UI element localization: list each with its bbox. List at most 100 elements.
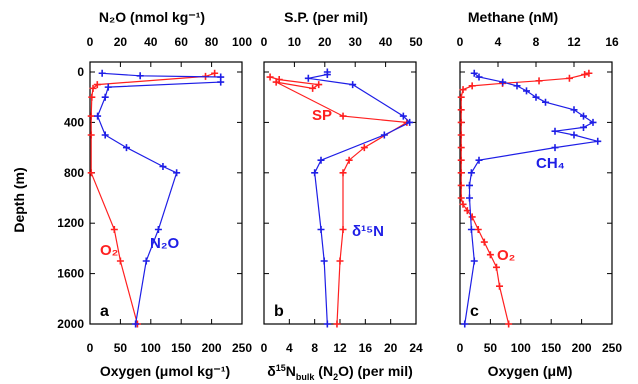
data-point — [468, 213, 476, 221]
data-point — [399, 112, 407, 120]
data-point — [304, 74, 312, 82]
data-point — [457, 106, 465, 114]
data-point — [311, 169, 319, 177]
bottom-tick-label: 0 — [457, 341, 464, 355]
panel-b: 0 10 20 30 40 50 0 4 8 12 16 20 24 b SP δ¹⁵N — [261, 35, 423, 355]
data-point — [339, 169, 347, 177]
top-tick-label: 0 — [87, 35, 94, 49]
data-point — [320, 257, 328, 265]
data-point — [499, 78, 507, 86]
bottom-tick-label: 16 — [359, 341, 373, 355]
data-point — [457, 156, 465, 164]
panel-c-top-title: Methane (nM) — [468, 9, 558, 25]
data-point — [463, 207, 471, 215]
data-point — [339, 226, 347, 233]
data-point — [457, 144, 465, 152]
y-tick-label: 2000 — [57, 317, 84, 331]
panel-a-frame — [89, 61, 243, 325]
bottom-tick-label: 12 — [333, 341, 347, 355]
panel-c: 0 4 8 12 16 0 50 100 150 200 250 c CH₄ O₂ — [457, 35, 623, 355]
data-point — [565, 74, 573, 82]
data-point — [470, 69, 478, 77]
bottom-tick-label: 50 — [114, 341, 128, 355]
data-point — [266, 73, 274, 81]
data-point — [315, 81, 323, 89]
data-point — [468, 82, 476, 90]
data-point — [466, 194, 473, 202]
y-axis-title: Depth (m) — [11, 167, 27, 232]
data-point — [594, 137, 602, 145]
top-tick-label: 80 — [205, 35, 219, 49]
data-point — [513, 82, 521, 90]
top-tick-label: 0 — [457, 35, 464, 49]
bottom-tick-label: 20 — [384, 341, 398, 355]
data-point — [585, 69, 593, 77]
data-point — [459, 86, 467, 94]
data-point — [104, 83, 112, 91]
series-line-c-0 — [460, 72, 590, 325]
top-tick-label: 8 — [533, 35, 540, 49]
top-tick-label: 100 — [232, 35, 252, 49]
data-point — [93, 81, 101, 89]
bottom-tick-label: 4 — [286, 341, 293, 355]
top-tick-label: 20 — [318, 35, 332, 49]
data-point — [505, 320, 513, 328]
data-point — [211, 69, 219, 77]
data-point — [101, 93, 109, 101]
data-point — [360, 144, 368, 152]
data-point — [406, 118, 414, 126]
panel-c-frame — [459, 61, 613, 325]
data-point — [532, 93, 540, 101]
top-tick-label: 16 — [605, 35, 619, 49]
data-point — [317, 226, 325, 233]
data-point — [87, 131, 95, 139]
panel-b-top-title: S.P. (per mil) — [284, 9, 368, 25]
data-point — [492, 263, 500, 271]
panel-letter: c — [470, 303, 479, 320]
top-tick-label: 50 — [409, 35, 423, 49]
annotation-d15n: δ¹⁵N — [352, 223, 384, 240]
y-tick-label: 1600 — [57, 267, 84, 281]
top-tick-label: 40 — [144, 35, 158, 49]
data-point — [87, 169, 95, 177]
top-tick-label: 10 — [288, 35, 302, 49]
y-tick-label: 800 — [64, 166, 84, 180]
data-point — [89, 84, 97, 92]
data-point — [542, 98, 549, 106]
bottom-tick-label: 250 — [602, 341, 622, 355]
bottom-tick-label: 200 — [572, 341, 592, 355]
data-point — [496, 282, 504, 290]
data-point — [132, 320, 140, 328]
panel-a-top-title: N₂O (nmol kg⁻¹) — [99, 9, 205, 25]
annotation-o2: O₂ — [497, 247, 515, 264]
data-point — [88, 93, 96, 101]
bottom-tick-label: 150 — [171, 341, 191, 355]
data-point — [466, 181, 473, 189]
data-point — [475, 156, 483, 164]
top-tick-label: 0 — [261, 35, 268, 49]
annotation-n2o: N₂O — [150, 235, 179, 252]
top-tick-label: 40 — [379, 35, 393, 49]
data-point — [349, 81, 357, 89]
data-point — [457, 169, 465, 177]
data-point — [87, 112, 95, 120]
bottom-tick-label: 8 — [311, 341, 318, 355]
data-point — [570, 106, 578, 114]
data-point — [551, 127, 559, 135]
data-point — [309, 84, 317, 92]
bottom-tick-label: 0 — [261, 341, 268, 355]
data-point — [470, 257, 478, 265]
bottom-tick-label: 50 — [484, 341, 498, 355]
data-point — [461, 320, 469, 328]
data-point — [98, 69, 106, 77]
data-point — [467, 226, 475, 233]
data-point — [467, 169, 475, 177]
data-point — [336, 257, 344, 265]
panel-a-bottom-title: Oxygen (μmol kg⁻¹) — [100, 363, 230, 379]
top-tick-label: 30 — [349, 35, 363, 49]
bottom-tick-label: 24 — [409, 341, 423, 355]
data-point — [159, 163, 167, 170]
data-point — [580, 112, 587, 120]
